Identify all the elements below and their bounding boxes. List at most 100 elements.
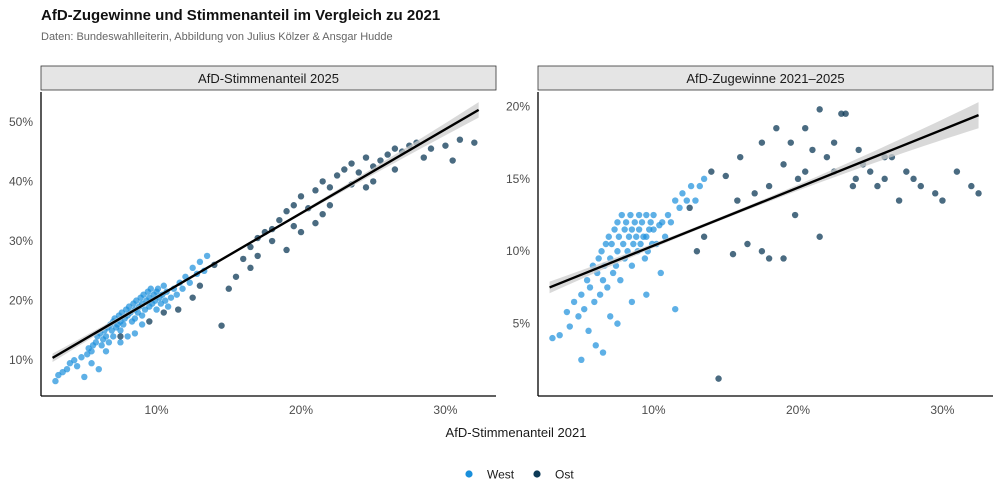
left-fit-line (51, 108, 480, 359)
right-point-west (683, 197, 690, 204)
left-point-west (52, 377, 59, 385)
right-point-west (628, 262, 636, 269)
right-point-ost (734, 197, 741, 204)
panel-left-strip (40, 65, 497, 91)
right-point-ost (780, 161, 787, 168)
right-point-ost (867, 168, 874, 175)
right-point-ost (737, 153, 744, 161)
left-point-west (117, 327, 124, 334)
legend: West Ost (465, 468, 574, 482)
right-point-ost (852, 175, 859, 183)
right-point-west (627, 211, 634, 219)
right-point-ost (791, 211, 799, 219)
right-point-west (687, 182, 695, 190)
left-y-tick-label: 30% (9, 234, 33, 248)
right-point-west (614, 219, 621, 226)
left-point-west (110, 333, 117, 340)
left-point-ost (471, 139, 478, 146)
right-point-west (635, 211, 643, 219)
right-point-west (643, 291, 650, 298)
right-point-ost (744, 240, 751, 248)
left-point-west (203, 252, 211, 260)
left-point-west (162, 297, 169, 304)
left-point-west (92, 339, 100, 346)
left-point-ost (117, 333, 124, 340)
right-point-west (631, 219, 638, 226)
left-point-ost (333, 172, 341, 179)
left-point-ost (391, 145, 399, 152)
left-point-ost (225, 285, 232, 292)
left-point-ost (146, 318, 153, 325)
right-point-ost (830, 139, 838, 146)
right-point-west (643, 211, 650, 219)
left-point-west (173, 291, 180, 298)
right-point-west (641, 255, 649, 262)
legend-west-label: West (487, 468, 515, 482)
right-point-west (549, 334, 556, 342)
legend-ost-label: Ost (555, 468, 574, 482)
left-point-west (124, 333, 131, 340)
right-point-west (628, 298, 636, 306)
left-point-west (131, 315, 139, 322)
right-point-west (615, 233, 623, 240)
left-point-west (179, 285, 186, 292)
left-point-ost (355, 169, 362, 176)
left-x-tick-label: 20% (289, 403, 313, 417)
right-point-ost (693, 248, 701, 255)
right-point-west (608, 240, 615, 248)
right-point-ost (773, 124, 780, 132)
right-point-west (692, 197, 699, 204)
left-point-ost (247, 243, 254, 251)
right-point-ost (881, 175, 888, 183)
right-point-west (700, 175, 708, 183)
right-point-west (570, 298, 578, 306)
left-point-ost (160, 309, 167, 316)
right-point-ost (715, 375, 722, 382)
right-point-west (625, 233, 633, 240)
left-point-ost (189, 294, 196, 301)
legend-west-marker (465, 470, 473, 478)
left-point-ost (175, 306, 182, 313)
right-point-west (637, 240, 644, 248)
left-point-west (138, 312, 146, 319)
left-point-ost (377, 157, 384, 164)
left-point-ost (268, 237, 276, 245)
right-y-tick-label: 20% (506, 99, 530, 113)
left-point-ost (312, 187, 319, 194)
left-point-west (117, 339, 124, 346)
right-point-west (676, 204, 683, 212)
right-point-west (602, 240, 610, 248)
right-point-ost (802, 168, 809, 175)
right-point-west (628, 226, 636, 233)
right-point-ost (765, 182, 773, 190)
left-point-ost (290, 202, 297, 209)
left-point-ost (254, 252, 261, 260)
left-point-ost (297, 228, 305, 236)
right-point-west (609, 269, 617, 277)
right-point-west (591, 298, 598, 306)
right-point-west (657, 269, 664, 277)
right-point-west (595, 255, 602, 262)
panel-left: AfD-Stimmenanteil 2025 10%20%30%40%50%10… (9, 65, 497, 417)
left-y-tick-label: 10% (9, 353, 33, 367)
left-point-ost (290, 222, 297, 230)
left-x-tick-label: 30% (433, 403, 457, 417)
left-point-ost (319, 178, 326, 185)
right-point-ost (802, 124, 809, 132)
right-point-ost (939, 197, 946, 204)
right-point-ost (780, 255, 787, 262)
left-point-west (138, 321, 146, 328)
right-fit-line (549, 114, 980, 289)
right-point-ost (700, 233, 708, 240)
right-point-west (635, 226, 643, 233)
right-point-west (599, 276, 607, 284)
right-point-ost (903, 168, 910, 175)
right-point-west (581, 305, 588, 313)
left-point-ost (232, 273, 240, 280)
right-point-west (585, 327, 592, 335)
right-point-west (643, 233, 650, 240)
left-point-ost (391, 166, 399, 173)
left-point-ost (326, 202, 334, 209)
left-point-west (73, 362, 81, 370)
